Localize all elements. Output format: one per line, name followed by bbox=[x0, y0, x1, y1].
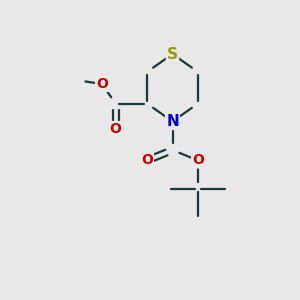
Text: S: S bbox=[167, 46, 178, 62]
Text: O: O bbox=[192, 154, 204, 167]
Text: N: N bbox=[166, 114, 179, 129]
Text: O: O bbox=[96, 77, 108, 91]
Text: O: O bbox=[110, 122, 122, 136]
Text: O: O bbox=[141, 154, 153, 167]
